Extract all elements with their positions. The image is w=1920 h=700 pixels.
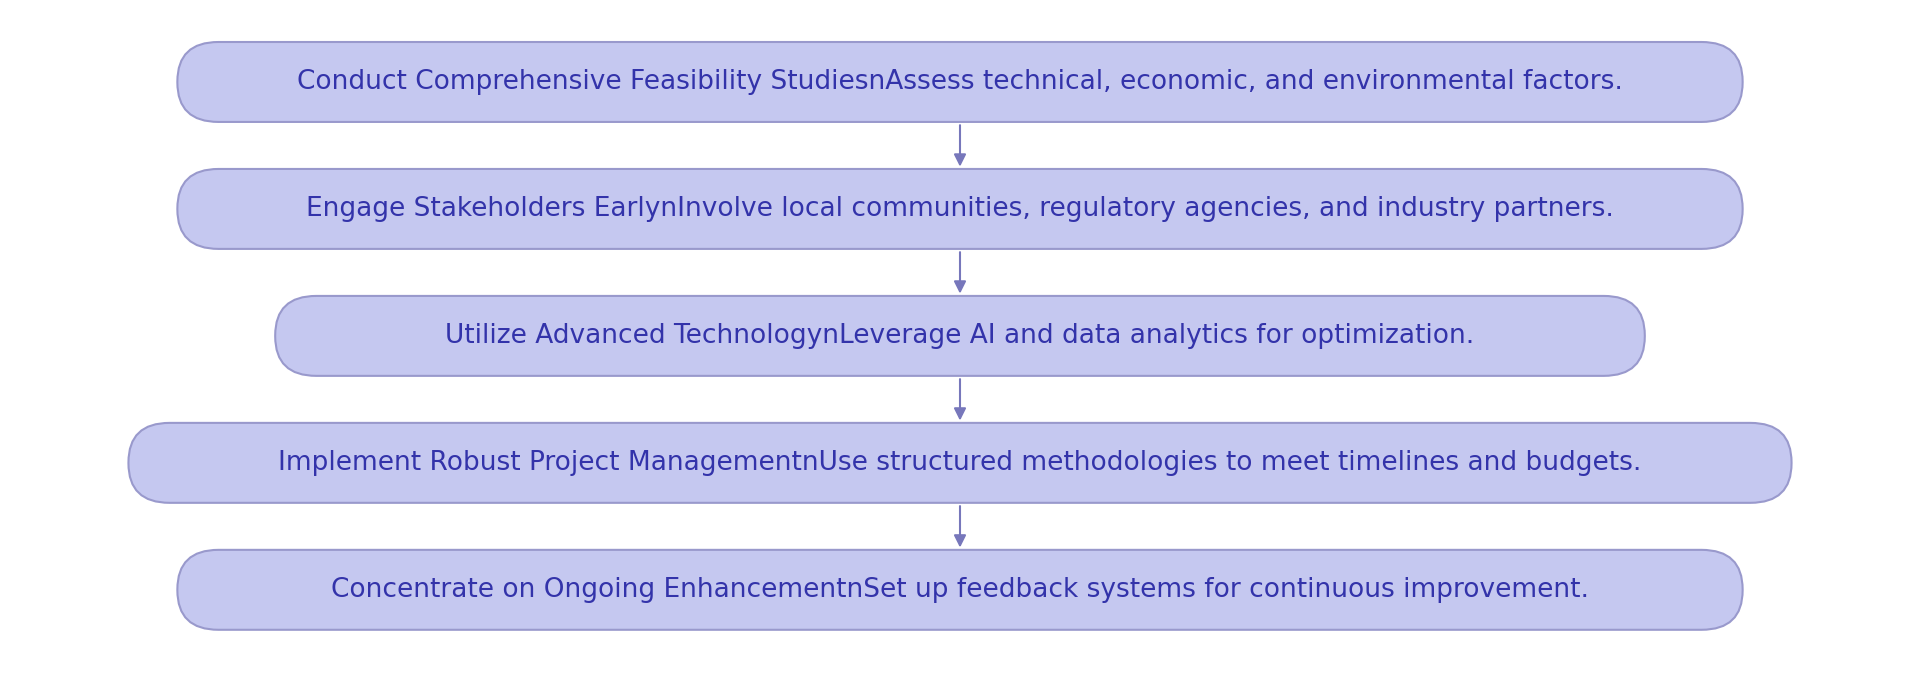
FancyBboxPatch shape <box>177 550 1743 630</box>
FancyBboxPatch shape <box>177 42 1743 122</box>
Text: Concentrate on Ongoing EnhancementnSet up feedback systems for continuous improv: Concentrate on Ongoing EnhancementnSet u… <box>330 577 1590 603</box>
FancyBboxPatch shape <box>275 296 1645 376</box>
FancyBboxPatch shape <box>177 169 1743 249</box>
Text: Engage Stakeholders EarlynInvolve local communities, regulatory agencies, and in: Engage Stakeholders EarlynInvolve local … <box>305 196 1615 222</box>
Text: Utilize Advanced TechnologynLeverage AI and data analytics for optimization.: Utilize Advanced TechnologynLeverage AI … <box>445 323 1475 349</box>
FancyBboxPatch shape <box>129 423 1791 503</box>
Text: Implement Robust Project ManagementnUse structured methodologies to meet timelin: Implement Robust Project ManagementnUse … <box>278 450 1642 476</box>
Text: Conduct Comprehensive Feasibility StudiesnAssess technical, economic, and enviro: Conduct Comprehensive Feasibility Studie… <box>298 69 1622 95</box>
